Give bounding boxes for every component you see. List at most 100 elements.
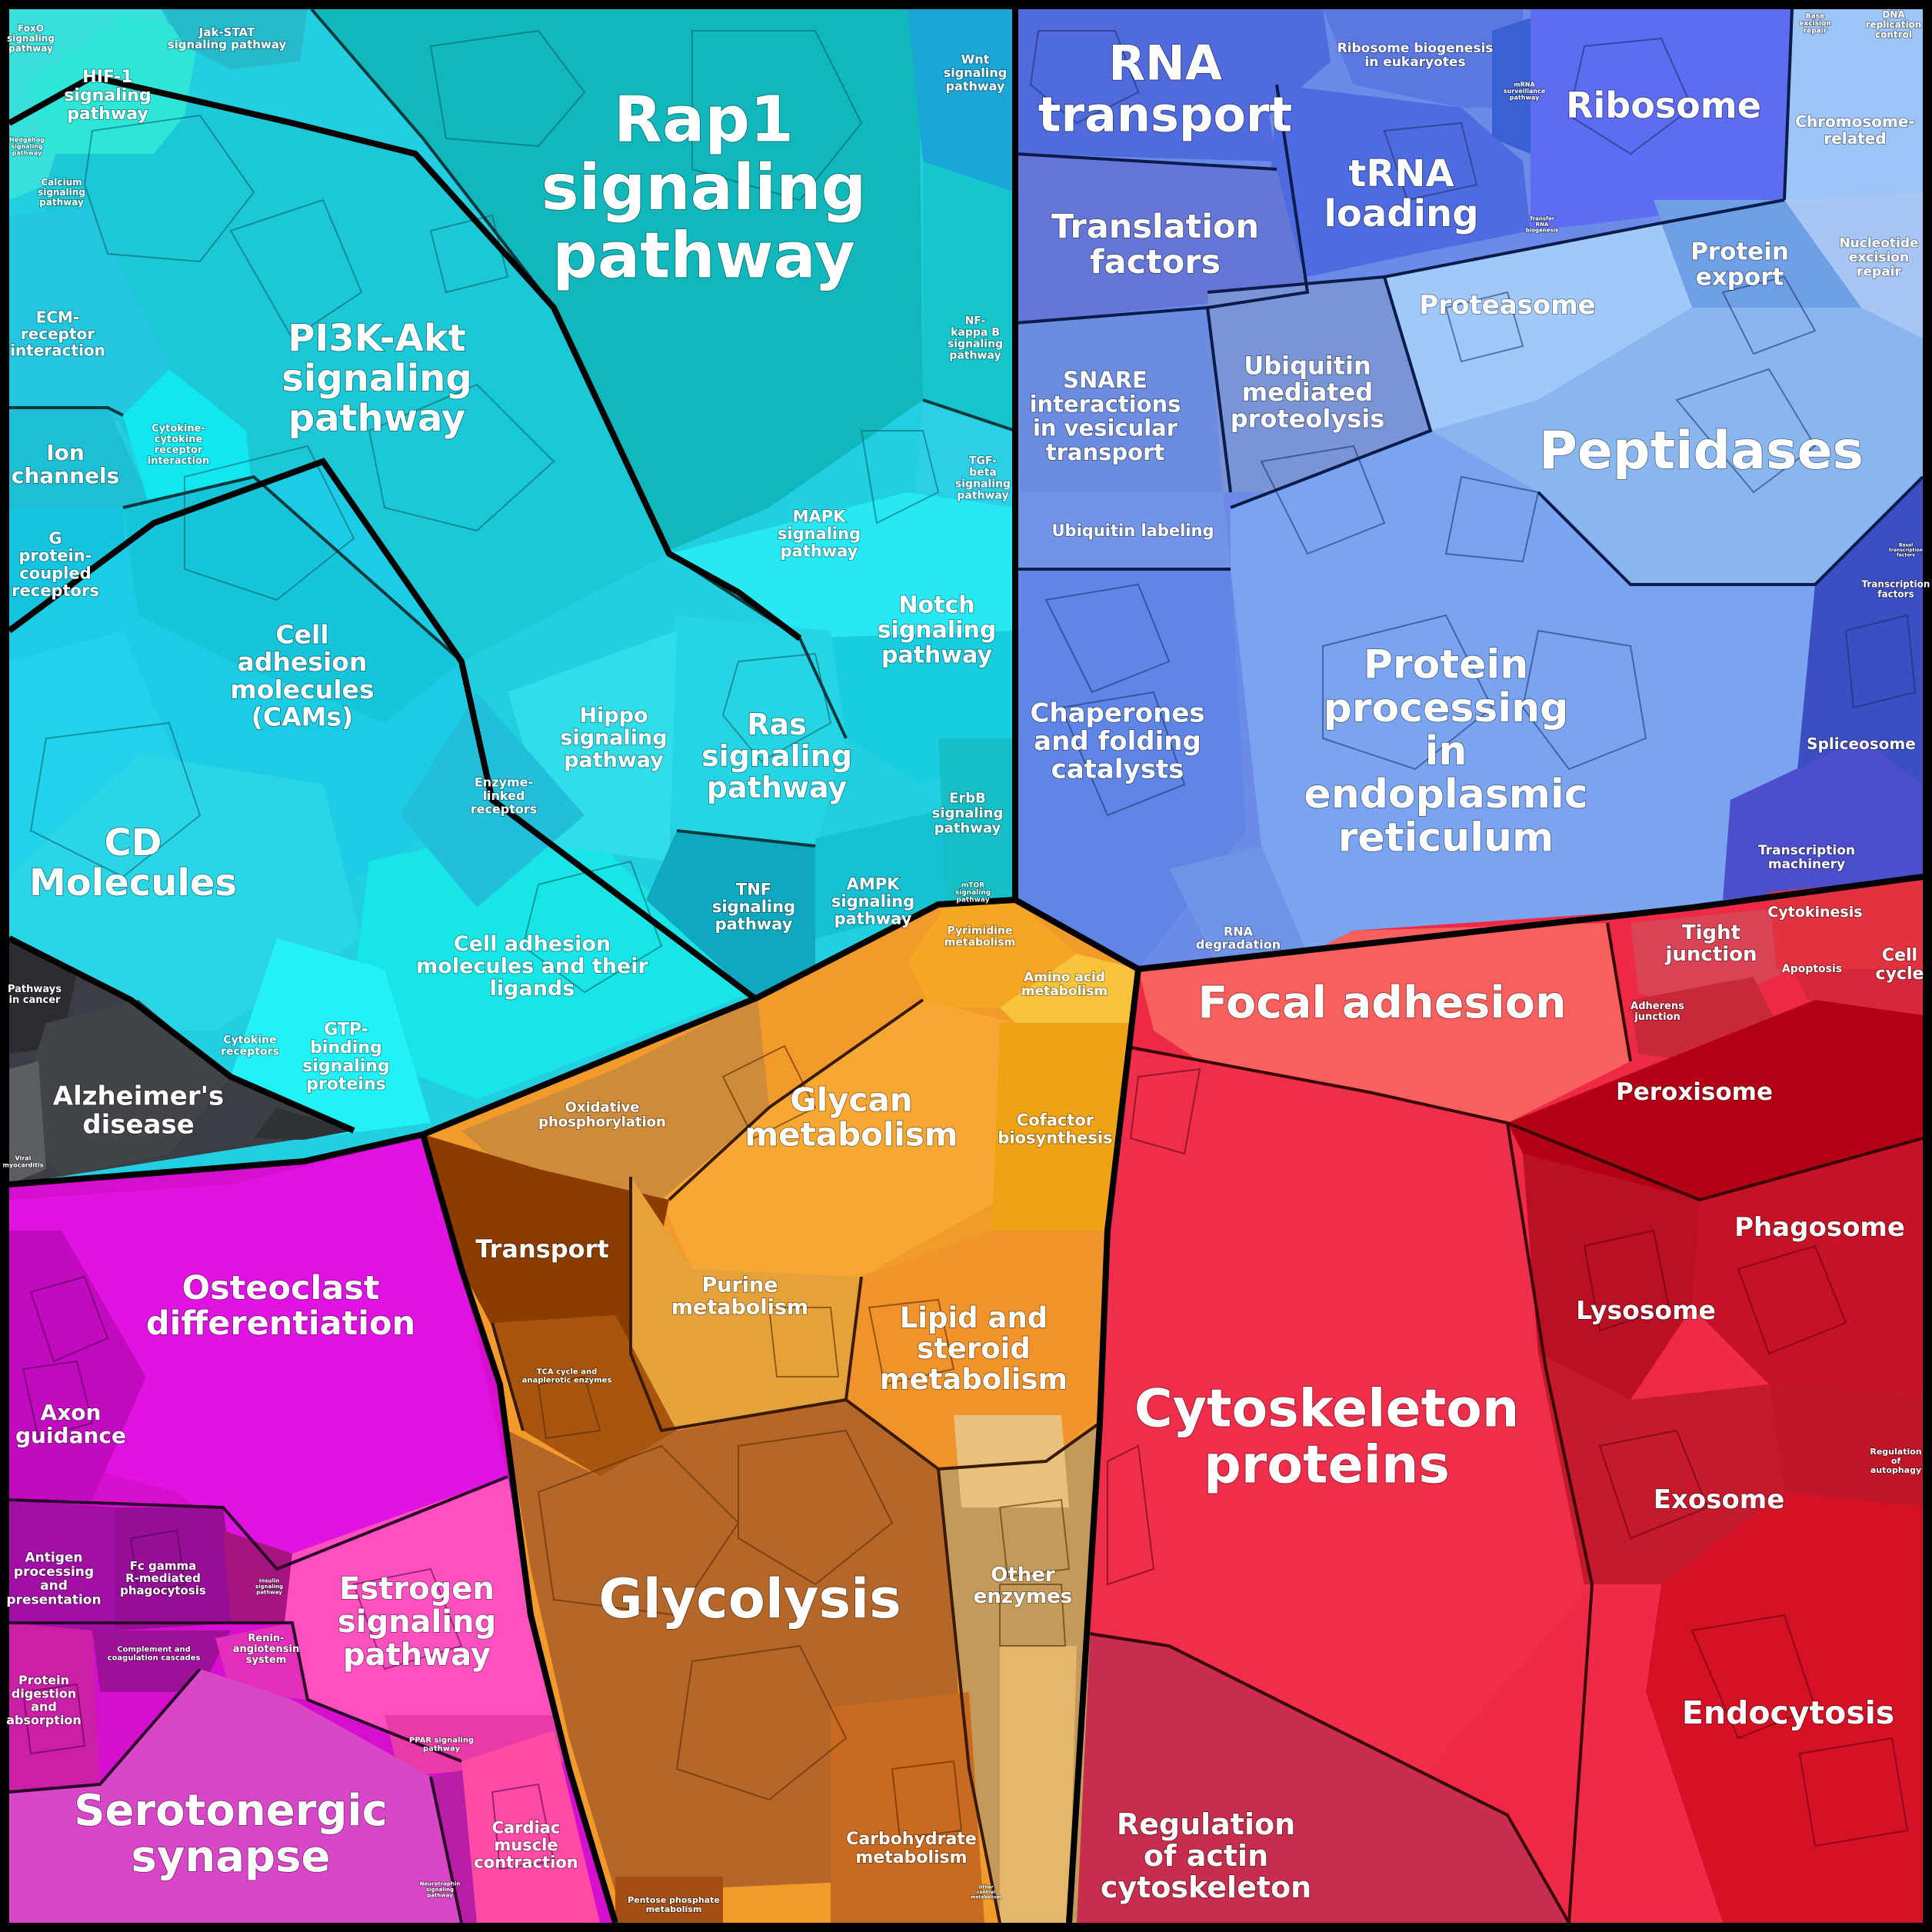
pathway-cell xyxy=(938,738,1015,904)
pathway-cell xyxy=(1000,1646,1077,1923)
label-protexport: Protein export xyxy=(1690,238,1789,291)
label-line: signaling xyxy=(64,86,151,105)
label-line: factors xyxy=(1897,552,1915,558)
label-jakstat: Jak-STAT signaling pathway xyxy=(168,25,287,51)
label-line: Purine xyxy=(701,1273,778,1297)
label-line: Renin- xyxy=(248,1632,284,1644)
label-adherens: Adherens junction xyxy=(1631,1000,1684,1022)
label-line: AMPK xyxy=(847,874,901,893)
label-line: Lysosome xyxy=(1576,1295,1716,1325)
label-line: Calcium xyxy=(41,177,82,188)
label-line: of actin xyxy=(1144,1839,1268,1873)
label-line: Chaperones xyxy=(1030,698,1204,728)
label-line: of xyxy=(1891,1456,1901,1466)
label-erbb: ErbB signaling pathway xyxy=(932,791,1004,837)
label-line: Other xyxy=(978,1884,993,1890)
label-line: HIF-1 xyxy=(82,68,132,87)
label-cellcycle: Cell cycle xyxy=(1876,946,1924,984)
label-line: pathway xyxy=(881,641,992,668)
label-transport: Transport xyxy=(475,1234,608,1264)
label-line: Protein xyxy=(1690,238,1789,265)
pathway-cell xyxy=(915,400,1015,508)
genetic-region-borders xyxy=(1014,8,1924,586)
label-line: molecules and their xyxy=(416,954,648,978)
pathway-cell xyxy=(815,808,954,938)
label-line: linked xyxy=(483,788,525,803)
label-line: signaling xyxy=(302,1057,389,1076)
label-line: Chromosome- xyxy=(1795,112,1914,131)
label-line: Rap1 xyxy=(614,84,794,157)
metabolism-region-borders xyxy=(491,998,1101,1924)
label-chaperones: Chaperones and folding catalysts xyxy=(1030,698,1204,784)
label-line: Pyrimidine xyxy=(947,924,1012,937)
pathway-cell xyxy=(1507,1000,1923,1200)
label-line: autophagy xyxy=(1870,1465,1921,1475)
label-line: kappa B xyxy=(951,326,1000,338)
label-line: digestion xyxy=(12,1686,76,1700)
label-line: signaling xyxy=(955,889,991,897)
label-line: TNF xyxy=(736,880,771,898)
label-transcmach: Transcription machinery xyxy=(1758,843,1855,872)
label-line: junction xyxy=(1634,1011,1681,1023)
label-line: receptors xyxy=(221,1046,279,1058)
label-line: ErbB xyxy=(949,791,986,807)
label-line: Viral xyxy=(15,1154,32,1161)
label-line: interactions xyxy=(1030,391,1181,417)
label-proteasome: Proteasome xyxy=(1419,290,1595,321)
label-line: protein- xyxy=(19,547,92,565)
label-basaltf: Basal transcription factors xyxy=(1889,542,1923,558)
label-line: in xyxy=(1425,728,1467,774)
label-actin: Regulation of actin cytoskeleton xyxy=(1101,1807,1311,1904)
label-cytokinesis: Cytokinesis xyxy=(1767,904,1862,921)
pathway-cell xyxy=(461,998,769,1200)
label-line: pathway xyxy=(781,542,858,561)
pathway-cell xyxy=(9,77,669,715)
label-line: Molecules xyxy=(29,861,237,904)
label-line: surveillance xyxy=(1504,88,1546,95)
label-line: Adherens xyxy=(1631,1000,1684,1011)
label-line: degradation xyxy=(1196,937,1281,951)
pathway-cell xyxy=(954,1415,1069,1507)
label-line: Wnt xyxy=(961,52,990,66)
label-line: signaling xyxy=(38,187,85,198)
label-line: endoplasmic xyxy=(1304,771,1587,818)
label-mtor: mTOR signaling pathway xyxy=(955,881,991,904)
label-hippo: Hippo signaling pathway xyxy=(560,703,667,771)
label-line: presentation xyxy=(6,1593,101,1608)
pathway-cell xyxy=(669,492,1015,646)
label-line: RNA xyxy=(1536,222,1549,228)
label-line: Ras xyxy=(747,707,807,741)
label-other: Other enzymes xyxy=(974,1563,1072,1607)
label-cytoskel: Cytoskeleton proteins xyxy=(1134,1378,1520,1495)
cellular-region-borders xyxy=(1068,922,1924,1924)
label-line: Ubiquitin labeling xyxy=(1052,521,1214,540)
label-line: transcription xyxy=(1889,548,1923,553)
label-pi3k: PI3K-Akt signaling pathway xyxy=(281,317,471,440)
label-line: signaling xyxy=(712,898,795,916)
pathway-cell xyxy=(1015,308,1231,508)
pathway-cell xyxy=(992,1023,1131,1231)
label-line: signaling xyxy=(948,338,1003,351)
label-line: interaction xyxy=(148,455,210,467)
pathway-cell xyxy=(1692,1138,1923,1392)
label-lysosome: Lysosome xyxy=(1576,1295,1716,1325)
label-line: Transfer xyxy=(1530,215,1555,222)
cellular-processes-region xyxy=(1061,877,1924,1924)
label-line: Nucleotide xyxy=(1839,236,1918,251)
label-line: Cytokine- xyxy=(152,422,205,434)
pathway-cell xyxy=(615,1877,723,1923)
label-notch: Notch signaling pathway xyxy=(878,591,997,668)
sub-cell-lines xyxy=(22,1275,555,1870)
label-line: Exosome xyxy=(1654,1484,1785,1515)
label-transfac: Transcription factors xyxy=(1862,578,1930,599)
label-ribosome: Ribosome xyxy=(1566,85,1761,126)
label-line: contraction xyxy=(474,1854,578,1872)
label-line: receptors xyxy=(12,581,99,600)
label-line: pathway xyxy=(715,915,793,934)
label-line: export xyxy=(1696,263,1784,291)
label-celladh2: Cell adhesion molecules and their ligands xyxy=(416,931,648,1000)
label-line: RNA xyxy=(1108,35,1222,92)
metabolism-region xyxy=(423,900,1138,1924)
label-line: Ribosome xyxy=(1566,85,1761,126)
